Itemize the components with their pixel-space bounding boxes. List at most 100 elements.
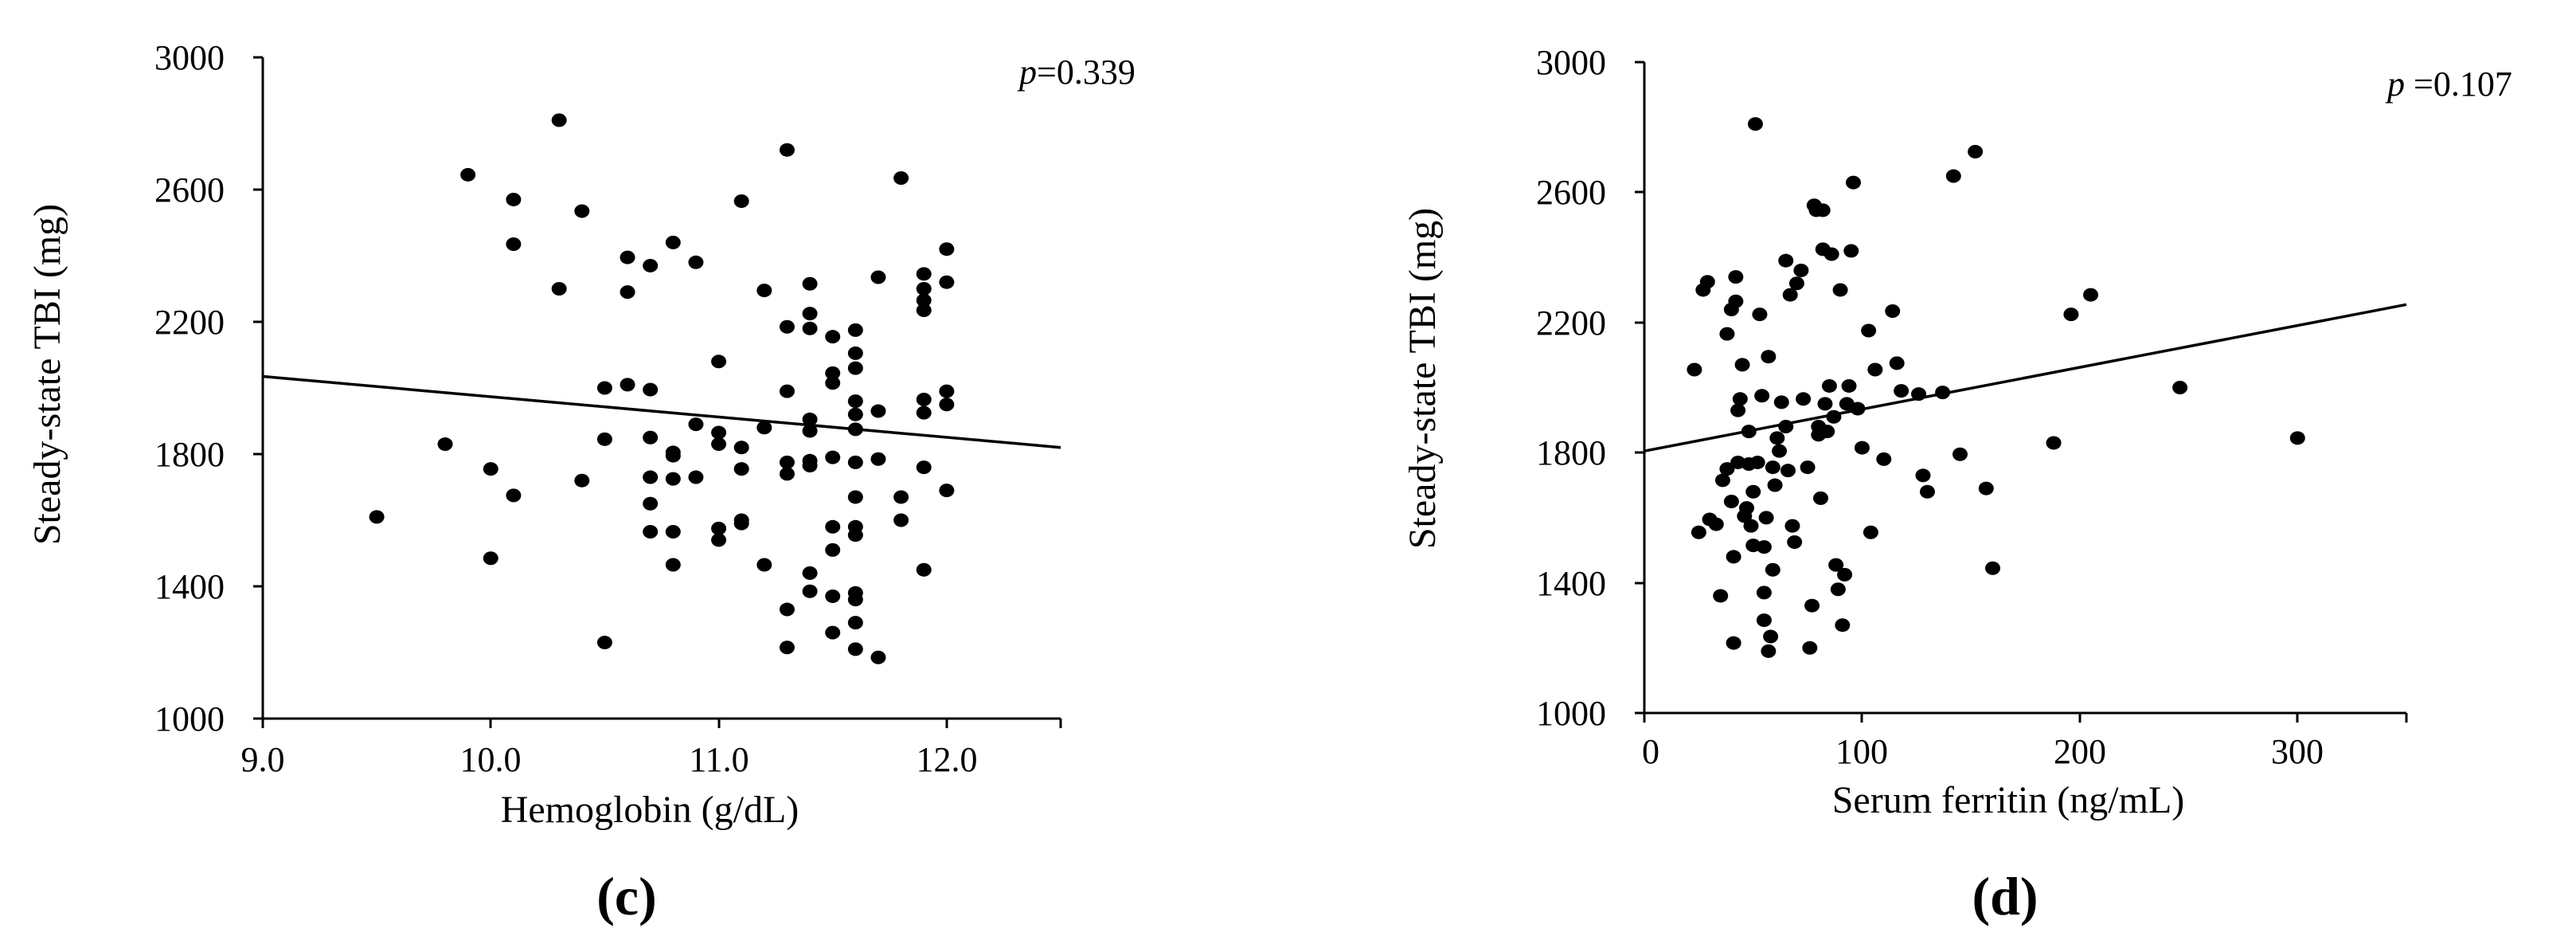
scatter-point xyxy=(688,470,704,484)
scatter-point xyxy=(1741,425,1757,439)
scatter-point xyxy=(1968,144,1984,159)
scatter-point xyxy=(1758,511,1774,525)
scatter-point xyxy=(825,330,841,344)
scatter-point xyxy=(1687,362,1702,377)
scatter-point xyxy=(665,472,681,486)
y-axis-title: Steady-state TBI (mg) xyxy=(26,204,68,545)
scatter-point xyxy=(1787,535,1803,550)
scatter-point xyxy=(1832,283,1848,297)
scatter-point xyxy=(551,282,567,296)
scatter-point xyxy=(1773,395,1789,409)
trend-line xyxy=(262,374,1061,449)
scatter-point xyxy=(2172,381,2188,394)
scatter-point xyxy=(825,543,841,557)
scatter-point xyxy=(1691,525,1706,539)
scatter-point xyxy=(847,361,863,375)
y-tick-label: 2600 xyxy=(1536,173,1606,212)
scatter-point xyxy=(1850,402,1866,416)
scatter-point xyxy=(1815,203,1831,217)
scatter-point xyxy=(847,455,863,469)
scatter-point xyxy=(825,589,841,603)
scatter-point xyxy=(916,405,932,420)
p-value: p=0.339 xyxy=(1017,53,1136,92)
p-value-number: =0.107 xyxy=(2405,65,2512,104)
scatter-point xyxy=(825,625,841,640)
y-tick-label: 1800 xyxy=(154,435,225,474)
y-tick-label: 3000 xyxy=(1536,43,1606,82)
scatter-point xyxy=(665,235,681,249)
scatter-point xyxy=(1719,327,1735,341)
x-tick-label: 100 xyxy=(1835,732,1888,771)
x-tick-label: 200 xyxy=(2054,732,2106,771)
scatter-point xyxy=(939,384,955,398)
x-tick-label: 0 xyxy=(1642,732,1659,771)
scatter-point xyxy=(1728,294,1744,308)
scatter-point xyxy=(1780,464,1796,478)
scatter-point xyxy=(847,616,863,630)
scatter-point xyxy=(574,204,590,218)
scatter-point xyxy=(802,321,818,335)
scatter-point xyxy=(1821,378,1837,393)
scatter-point xyxy=(643,525,659,539)
scatter-point xyxy=(1911,387,1927,402)
scatter-point xyxy=(1699,275,1715,289)
scatter-point xyxy=(1767,478,1783,492)
scatter-point xyxy=(2289,431,2305,445)
scatter-point xyxy=(893,490,909,504)
scatter-point xyxy=(688,417,704,432)
scatter-point xyxy=(870,404,886,418)
scatter-point xyxy=(779,384,795,398)
scatter-point xyxy=(893,513,909,527)
x-tick-label: 11.0 xyxy=(689,740,749,779)
plot-area xyxy=(262,113,1061,664)
scatter-point xyxy=(1945,169,1961,183)
scatter-point xyxy=(643,470,659,484)
y-tick-label: 2200 xyxy=(154,303,225,342)
scatter-point xyxy=(1845,175,1861,190)
scatter-point xyxy=(1854,441,1870,455)
scatter-point xyxy=(802,412,818,426)
y-tick-label: 1400 xyxy=(1536,564,1606,603)
scatter-point xyxy=(1756,540,1772,554)
scatter-point xyxy=(939,484,955,498)
scatter-point xyxy=(939,242,955,257)
scatter-point xyxy=(1752,308,1768,322)
scatter-point xyxy=(939,398,955,412)
x-tick-label: 12.0 xyxy=(917,740,978,779)
scatter-point xyxy=(1778,420,1794,434)
scatter-point xyxy=(1754,389,1770,403)
scatter-point xyxy=(1876,452,1892,466)
scatter-point xyxy=(1804,598,1820,613)
scatter-point xyxy=(1867,362,1883,377)
scatter-point xyxy=(1837,567,1853,582)
scatter-point xyxy=(733,462,749,476)
y-tick-label: 1400 xyxy=(154,567,225,606)
scatter-point xyxy=(620,250,635,264)
scatter-point xyxy=(1723,494,1739,508)
scatter-point xyxy=(916,393,932,407)
scatter-point xyxy=(1761,644,1777,658)
scatter-point xyxy=(847,394,863,409)
scatter-point xyxy=(1749,455,1765,469)
x-axis-title: Serum ferritin (ng/mL) xyxy=(1832,779,2185,821)
scatter-point xyxy=(733,441,749,455)
scatter-point xyxy=(1726,550,1741,564)
scatter-point xyxy=(847,323,863,337)
scatter-point xyxy=(1812,491,1828,505)
scatter-point xyxy=(1802,640,1818,655)
scatter-point xyxy=(802,307,818,321)
scatter-point xyxy=(916,562,932,577)
scatter-point xyxy=(1824,247,1839,261)
scatter-point xyxy=(1728,270,1744,284)
scatter-point xyxy=(1984,561,2000,575)
scatter-point xyxy=(1830,582,1846,597)
plot-area xyxy=(1644,117,2407,658)
scatter-point xyxy=(870,452,886,466)
scatter-point xyxy=(1708,517,1724,531)
scatter-point xyxy=(711,425,727,440)
scatter-point xyxy=(1763,629,1779,644)
scatter-point xyxy=(1761,350,1777,364)
scatter-point xyxy=(596,636,612,650)
scatter-point xyxy=(847,407,863,421)
